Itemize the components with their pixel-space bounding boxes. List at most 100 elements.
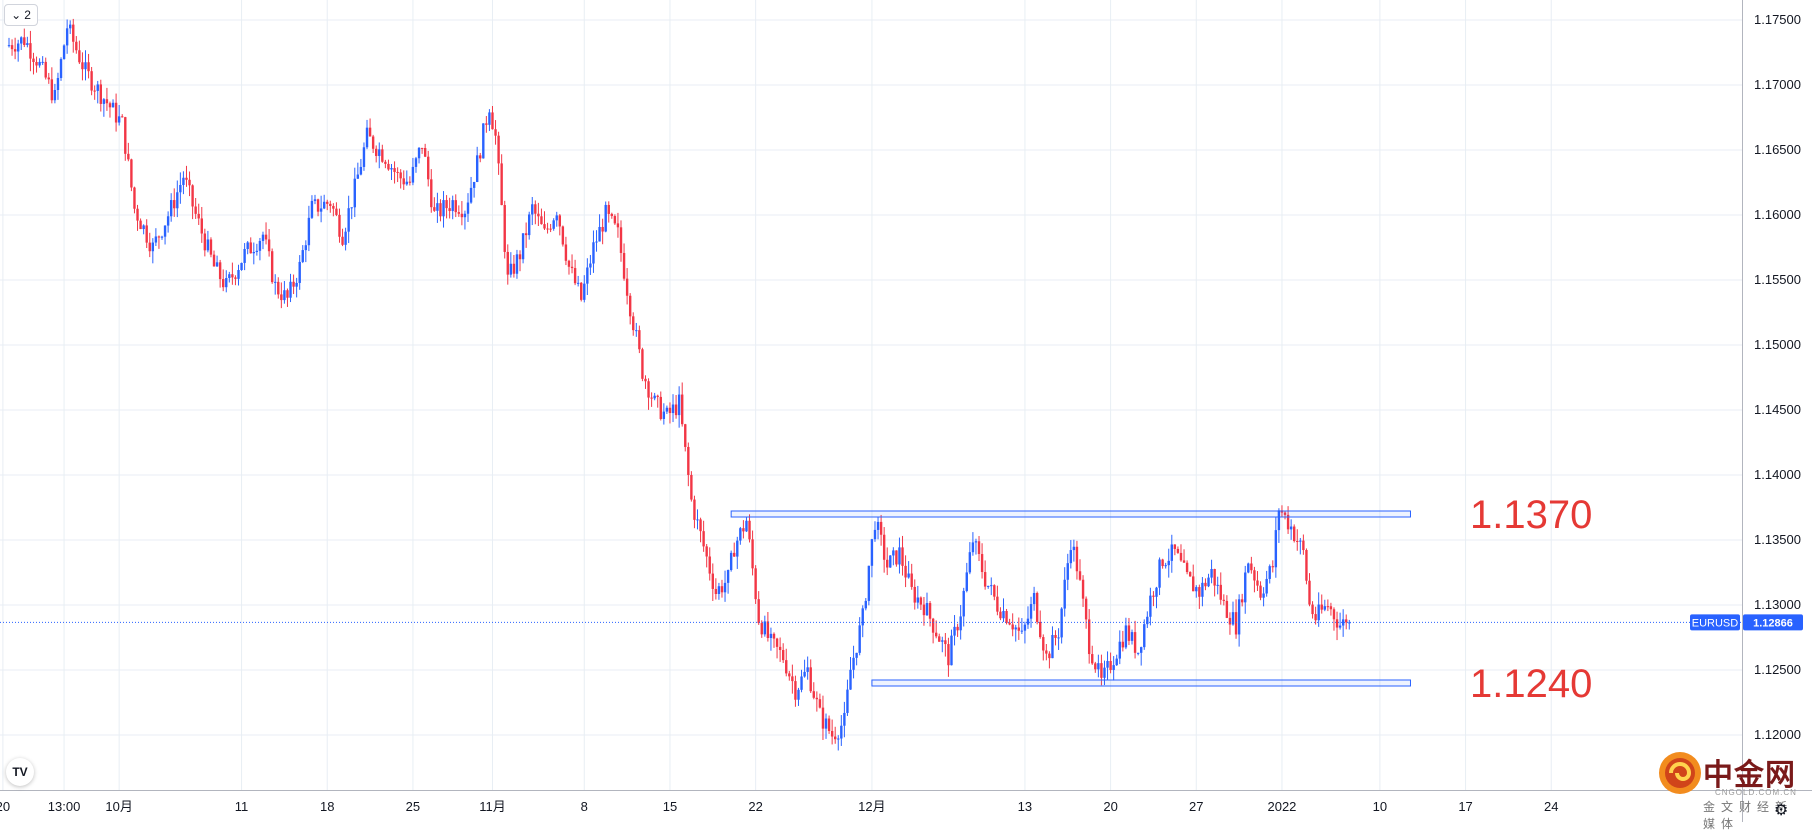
candle bbox=[745, 517, 748, 532]
candle-body bbox=[598, 226, 601, 242]
price-tick-label: 1.13000 bbox=[1754, 597, 1801, 612]
candle bbox=[280, 282, 283, 309]
candle bbox=[1130, 629, 1134, 645]
candle bbox=[1152, 591, 1155, 607]
candle-body bbox=[864, 600, 867, 609]
candle-body bbox=[69, 24, 72, 29]
candle-body bbox=[44, 61, 47, 78]
candle bbox=[1338, 612, 1342, 630]
candle-body bbox=[359, 166, 363, 175]
candle bbox=[451, 195, 454, 220]
candle-body bbox=[414, 158, 418, 167]
candle bbox=[87, 53, 90, 79]
candle-body bbox=[895, 550, 898, 565]
candle-body bbox=[322, 201, 326, 209]
candle bbox=[105, 87, 109, 111]
candle bbox=[778, 637, 782, 662]
candle-body bbox=[1072, 546, 1076, 551]
candle-body bbox=[243, 248, 246, 263]
candle bbox=[445, 195, 448, 219]
candle bbox=[203, 228, 207, 257]
candle bbox=[531, 196, 534, 226]
candle bbox=[274, 274, 277, 295]
candle bbox=[864, 598, 867, 611]
candle-body bbox=[815, 697, 819, 700]
candle bbox=[1256, 571, 1259, 591]
candle-body bbox=[479, 155, 482, 159]
candle bbox=[974, 538, 978, 555]
tradingview-logo[interactable]: TV bbox=[6, 758, 34, 786]
candle bbox=[1293, 524, 1296, 543]
gear-icon[interactable]: ⚙ bbox=[1774, 802, 1789, 819]
candle bbox=[886, 547, 889, 576]
candle-body bbox=[38, 61, 41, 66]
candle bbox=[99, 79, 102, 112]
candle-body bbox=[179, 184, 182, 193]
candle-body bbox=[1130, 632, 1134, 641]
candle-body bbox=[1087, 619, 1091, 655]
candle bbox=[656, 394, 659, 408]
candle-body bbox=[1299, 540, 1302, 542]
candle-body bbox=[402, 178, 405, 185]
candle-body bbox=[399, 172, 402, 179]
candle-body bbox=[47, 77, 50, 80]
candle-body bbox=[821, 707, 825, 729]
candle bbox=[316, 198, 320, 217]
collapse-indicators-button[interactable]: ⌄ 2 bbox=[4, 4, 38, 26]
candle-body bbox=[677, 394, 681, 416]
candle bbox=[1176, 546, 1180, 554]
candle bbox=[1329, 602, 1333, 616]
candle-body bbox=[846, 689, 849, 713]
candle bbox=[570, 254, 574, 274]
candle bbox=[815, 691, 819, 712]
candle bbox=[436, 192, 439, 223]
candle-body bbox=[1271, 566, 1274, 568]
candle bbox=[641, 347, 644, 382]
candle bbox=[75, 36, 78, 54]
candle-body bbox=[1207, 577, 1210, 587]
candle bbox=[702, 520, 705, 552]
candle bbox=[1042, 634, 1045, 661]
candle-body bbox=[644, 378, 647, 382]
time-tick-label: 8 bbox=[581, 799, 588, 814]
candle-body bbox=[185, 177, 188, 180]
candle bbox=[938, 633, 941, 642]
candle bbox=[996, 585, 999, 616]
candle bbox=[1112, 656, 1115, 681]
candle bbox=[941, 636, 944, 653]
candle-body bbox=[803, 671, 806, 677]
candle-body bbox=[965, 572, 968, 591]
candle-body bbox=[390, 168, 393, 170]
candle-body bbox=[794, 681, 797, 700]
candle bbox=[399, 169, 402, 189]
candle-body bbox=[16, 43, 20, 52]
candle-body bbox=[852, 657, 855, 670]
candle-body bbox=[996, 596, 999, 612]
candle bbox=[760, 620, 763, 638]
candle bbox=[295, 277, 298, 298]
candle-body bbox=[1231, 612, 1235, 625]
candle-body bbox=[656, 395, 659, 397]
candle bbox=[711, 563, 714, 601]
time-tick-label: 22 bbox=[748, 799, 762, 814]
candle bbox=[420, 147, 424, 154]
candle bbox=[341, 228, 344, 247]
candle-body bbox=[751, 539, 754, 569]
candle-body bbox=[289, 281, 292, 298]
candle bbox=[460, 201, 464, 226]
candle-body bbox=[549, 228, 552, 230]
candle bbox=[693, 495, 696, 529]
candle bbox=[635, 322, 638, 337]
candle bbox=[1023, 621, 1027, 644]
time-tick-label: 10 bbox=[1373, 799, 1387, 814]
candle-body bbox=[475, 155, 479, 182]
candle-body bbox=[1045, 650, 1048, 654]
candle bbox=[592, 230, 595, 273]
candle bbox=[751, 530, 754, 576]
candle-body bbox=[1289, 526, 1293, 530]
candle bbox=[154, 228, 158, 247]
candle-body bbox=[518, 254, 522, 260]
candle bbox=[705, 544, 708, 568]
candle bbox=[726, 569, 730, 594]
